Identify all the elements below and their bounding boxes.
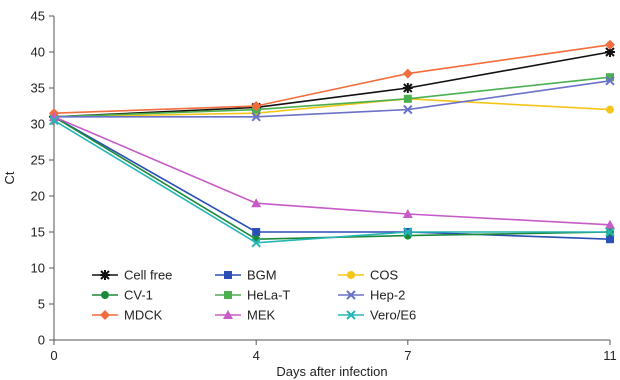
data-point bbox=[605, 39, 615, 50]
legend-item: COS bbox=[338, 268, 399, 283]
legend-marker bbox=[100, 310, 110, 320]
legend-label: MEK bbox=[247, 308, 276, 323]
series-mdck bbox=[49, 39, 615, 119]
data-point bbox=[606, 105, 614, 114]
legend-item: BGM bbox=[215, 268, 277, 283]
data-point bbox=[49, 115, 59, 126]
data-point bbox=[606, 73, 614, 82]
series-line bbox=[53, 116, 611, 226]
legend-label: COS bbox=[370, 268, 399, 283]
y-tick-label: 20 bbox=[31, 189, 45, 204]
data-point bbox=[605, 76, 615, 86]
series-line bbox=[53, 76, 611, 118]
legend-label: BGM bbox=[247, 268, 277, 283]
y-tick-label: 35 bbox=[31, 81, 45, 96]
data-point bbox=[251, 101, 262, 111]
legend-item: MDCK bbox=[92, 308, 163, 323]
legend-marker bbox=[101, 291, 109, 299]
y-axis-title: Ct bbox=[2, 171, 17, 184]
series-line bbox=[53, 116, 611, 240]
y-tick-label: 0 bbox=[38, 333, 45, 348]
data-point bbox=[606, 235, 614, 244]
legend-item: CV-1 bbox=[92, 288, 153, 303]
y-tick-label: 15 bbox=[31, 225, 45, 240]
series-cv-1 bbox=[50, 112, 614, 244]
series-mek bbox=[49, 111, 615, 229]
legend-marker bbox=[224, 271, 232, 279]
legend-marker bbox=[346, 290, 356, 300]
legend-label: Cell free bbox=[124, 268, 172, 283]
axes: 0 5 10 15 20 25 30 35 40 45 0 4 7 11 bbox=[31, 9, 617, 364]
legend-label: CV-1 bbox=[124, 288, 153, 303]
x-tick-label: 4 bbox=[253, 348, 260, 363]
y-tick-label: 40 bbox=[31, 45, 45, 60]
series-vero-e6 bbox=[49, 115, 615, 248]
series-line bbox=[54, 80, 611, 118]
series-hep-2 bbox=[49, 76, 615, 122]
legend-marker bbox=[346, 310, 356, 320]
series-line bbox=[53, 119, 610, 244]
y-tick-label: 5 bbox=[38, 297, 45, 312]
series-line bbox=[53, 51, 611, 118]
x-tick-label: 11 bbox=[603, 348, 617, 363]
data-point bbox=[402, 68, 413, 79]
legend-marker bbox=[347, 271, 355, 279]
legend-item: HeLa-T bbox=[215, 288, 290, 303]
data-point bbox=[403, 227, 413, 237]
series-layer bbox=[49, 39, 615, 248]
x-tick-label: 7 bbox=[404, 348, 411, 363]
series-line bbox=[53, 44, 611, 114]
legend-item: Vero/E6 bbox=[338, 308, 416, 323]
legend-label: HeLa-T bbox=[247, 288, 290, 303]
legend-label: MDCK bbox=[124, 308, 163, 323]
legend-marker bbox=[224, 291, 232, 299]
legend: Cell free BGM COS CV-1 HeLa-T Hep-2 MDCK MEK Ver… bbox=[92, 268, 416, 323]
series-bgm bbox=[50, 112, 614, 244]
y-tick-label: 10 bbox=[31, 261, 45, 276]
data-point bbox=[251, 198, 262, 208]
legend-item: Cell free bbox=[92, 268, 172, 283]
data-point bbox=[605, 227, 615, 237]
data-point bbox=[402, 209, 413, 218]
data-point bbox=[605, 47, 615, 57]
legend-label: Vero/E6 bbox=[370, 308, 416, 323]
legend-label: Hep-2 bbox=[370, 288, 405, 303]
data-point bbox=[402, 83, 413, 93]
y-tick-label: 30 bbox=[31, 117, 45, 132]
legend-marker bbox=[223, 310, 233, 319]
legend-marker bbox=[100, 270, 110, 280]
series-line bbox=[53, 97, 611, 118]
data-point bbox=[403, 104, 413, 115]
data-point bbox=[251, 112, 261, 122]
data-point bbox=[251, 238, 261, 248]
data-point bbox=[252, 228, 261, 236]
x-axis-title: Days after infection bbox=[276, 364, 387, 379]
x-tick-label: 0 bbox=[50, 348, 57, 363]
legend-item: Hep-2 bbox=[338, 288, 405, 303]
legend-item: MEK bbox=[215, 308, 276, 323]
data-point bbox=[403, 94, 412, 103]
data-point bbox=[605, 219, 615, 229]
y-tick-label: 45 bbox=[31, 9, 45, 24]
y-tick-label: 25 bbox=[31, 153, 45, 168]
